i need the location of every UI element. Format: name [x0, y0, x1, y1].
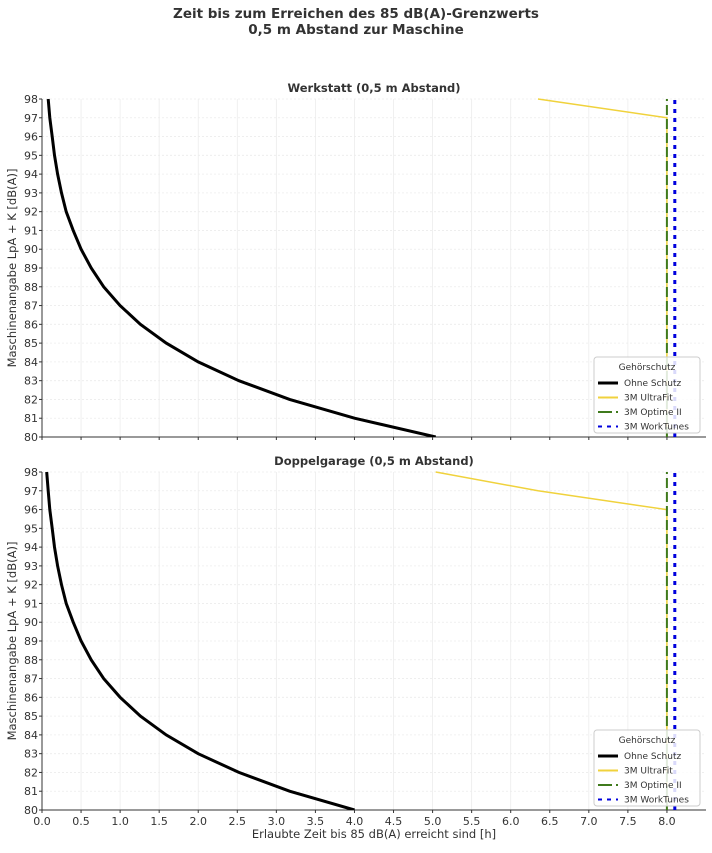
x-tick-label: 2.0 — [189, 815, 207, 828]
y-tick-label: 85 — [24, 337, 38, 350]
figure-title-line-1: Zeit bis zum Erreichen des 85 dB(A)-Gren… — [173, 6, 539, 22]
y-tick-label: 89 — [24, 262, 38, 275]
y-tick-label: 93 — [24, 560, 38, 573]
y-tick-label: 81 — [24, 412, 38, 425]
x-tick-label: 5.0 — [424, 815, 442, 828]
y-tick-label: 86 — [24, 691, 38, 704]
y-tick-label: 81 — [24, 785, 38, 798]
figure-title-line-2: 0,5 m Abstand zur Maschine — [248, 22, 463, 38]
series-line-ohne-schutz — [46, 98, 437, 437]
y-tick-label: 95 — [24, 149, 38, 162]
x-tick-label: 6.5 — [541, 815, 559, 828]
panel-doppelgarage: 80 81 82 83 84 85 86 87 88 89 90 91 92 93 94 95 96 97 98 0.… — [5, 454, 706, 828]
panel-title: Doppelgarage (0,5 m Abstand) — [274, 454, 474, 468]
y-tick-label: 80 — [24, 804, 38, 817]
x-tick-label: 4.5 — [385, 815, 403, 828]
y-tick-label: 83 — [24, 748, 38, 761]
y-tick-label: 97 — [24, 112, 38, 125]
x-tick-label: 0.5 — [72, 815, 90, 828]
x-tick-label: 1.5 — [150, 815, 168, 828]
y-tick-label: 88 — [24, 654, 38, 667]
y-tick-label: 98 — [24, 466, 38, 479]
y-tick-label: 82 — [24, 393, 38, 406]
legend-label: 3M WorkTunes — [624, 423, 689, 433]
y-tick-label: 97 — [24, 485, 38, 498]
y-tick-label: 88 — [24, 281, 38, 294]
y-axis-label: Maschinenangabe LpA + K [dB(A)] — [5, 169, 19, 368]
y-tick-label: 87 — [24, 673, 38, 686]
y-tick-label: 82 — [24, 766, 38, 779]
panel-title: Werkstatt (0,5 m Abstand) — [287, 81, 460, 95]
y-tick-label: 83 — [24, 375, 38, 388]
y-tick-label: 98 — [24, 93, 38, 106]
y-tick-label: 91 — [24, 597, 38, 610]
legend-label: Ohne Schutz — [624, 752, 681, 762]
x-axis-label: Erlaubte Zeit bis 85 dB(A) erreicht sind… — [252, 827, 496, 841]
y-tick-label: 90 — [24, 616, 38, 629]
legend-label: Ohne Schutz — [624, 379, 681, 389]
y-tick-label: 84 — [24, 356, 38, 369]
legend-label: 3M UltraFit — [624, 767, 673, 777]
x-tick-label: 6.0 — [502, 815, 520, 828]
legend-label: 3M UltraFit — [624, 394, 673, 404]
y-tick-label: 90 — [24, 243, 38, 256]
y-tick-label: 96 — [24, 131, 38, 144]
legend-title: Gehörschutz — [619, 736, 676, 746]
series-line-ohne-schutz — [45, 471, 355, 810]
y-tick-label: 80 — [24, 431, 38, 444]
y-tick-label: 96 — [24, 504, 38, 517]
legend-box — [593, 356, 701, 434]
x-tick-label: 4.0 — [346, 815, 364, 828]
y-tick-label: 85 — [24, 710, 38, 723]
y-tick-label: 91 — [24, 224, 38, 237]
legend-label: 3M WorkTunes — [624, 796, 689, 806]
x-tick-label: 3.5 — [307, 815, 325, 828]
legend: Gehörschutz Ohne Schutz 3M UltraFit 3M Opti… — [593, 356, 701, 434]
y-tick-label: 94 — [24, 541, 38, 554]
x-tick-label: 5.5 — [463, 815, 481, 828]
y-tick-label: 84 — [24, 729, 38, 742]
legend-box — [593, 729, 701, 807]
x-tick-label: 3.0 — [268, 815, 286, 828]
x-tick-label: 7.5 — [619, 815, 637, 828]
y-tick-label: 92 — [24, 579, 38, 592]
panel-werkstatt: 80 81 82 83 84 85 86 87 88 89 90 91 92 93 94 95 96 97 98 We… — [5, 81, 706, 444]
legend-label: 3M Optime II — [624, 781, 682, 791]
y-tick-label: 89 — [24, 635, 38, 648]
y-tick-label: 92 — [24, 206, 38, 219]
x-tick-label: 8.0 — [658, 815, 676, 828]
legend: Gehörschutz Ohne Schutz 3M UltraFit 3M Opti… — [593, 729, 701, 807]
x-tick-label: 1.0 — [111, 815, 129, 828]
y-tick-label: 86 — [24, 318, 38, 331]
x-tick-label: 0.0 — [33, 815, 51, 828]
x-tick-label: 7.0 — [580, 815, 598, 828]
x-tick-label: 2.5 — [229, 815, 247, 828]
y-tick-label: 94 — [24, 168, 38, 181]
y-tick-label: 87 — [24, 300, 38, 313]
legend-title: Gehörschutz — [619, 363, 676, 373]
y-axis-label: Maschinenangabe LpA + K [dB(A)] — [5, 542, 19, 741]
legend-label: 3M Optime II — [624, 408, 682, 418]
y-tick-label: 93 — [24, 187, 38, 200]
y-tick-label: 95 — [24, 522, 38, 535]
